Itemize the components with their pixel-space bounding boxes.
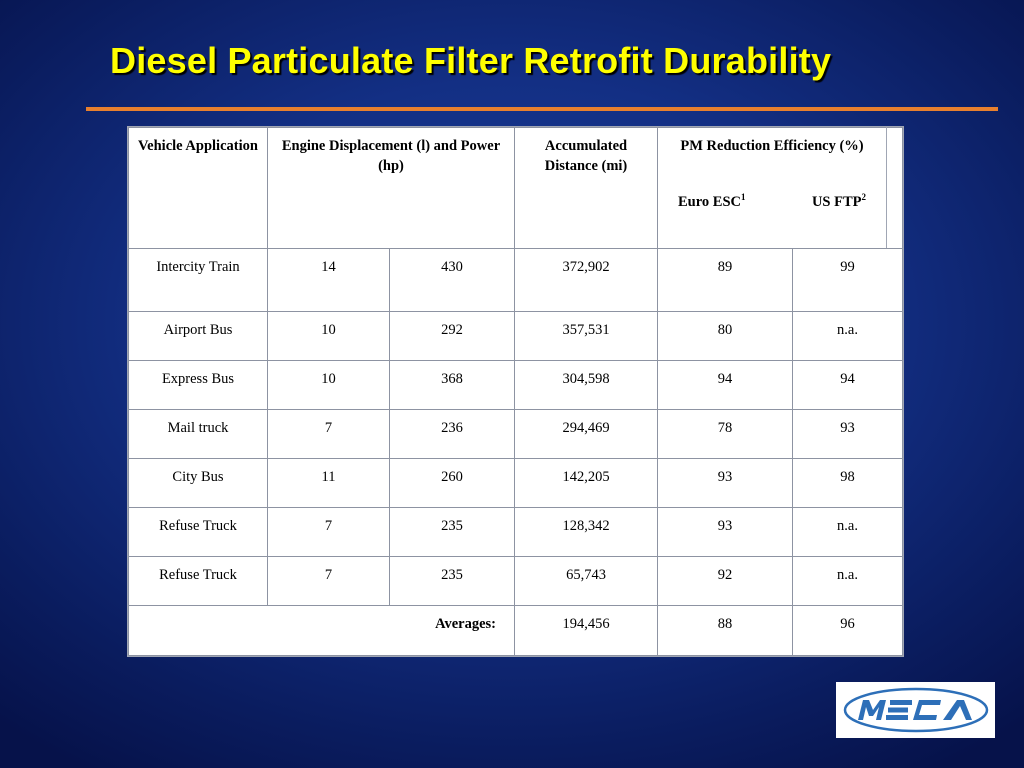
power-cell: 235 [389, 556, 515, 606]
displacement-cell: 11 [267, 458, 390, 508]
distance-cell: 294,469 [514, 409, 658, 459]
table-row: Express Bus 10 368 304,598 94 94 [128, 360, 903, 410]
header-us-ftp: US FTP2 [811, 192, 866, 211]
us-ftp-cell: 94 [792, 360, 903, 410]
meca-logo-mark [843, 687, 988, 733]
table-row: City Bus 11 260 142,205 93 98 [128, 458, 903, 508]
table-row: Refuse Truck 7 235 65,743 92 n.a. [128, 556, 903, 606]
displacement-cell: 10 [267, 360, 390, 410]
header-pm-subcolumns: Euro ESC1 US FTP2 [662, 192, 882, 212]
distance-cell: 142,205 [514, 458, 658, 508]
vehicle-cell: City Bus [128, 458, 268, 508]
euro-esc-cell: 80 [657, 311, 793, 361]
averages-euro-esc: 88 [657, 605, 793, 656]
euro-esc-cell: 78 [657, 409, 793, 459]
vehicle-cell: Airport Bus [128, 311, 268, 361]
header-accumulated-distance: Accumulated Distance (mi) [514, 127, 658, 249]
euro-esc-cell: 93 [657, 458, 793, 508]
header-pm-reduction-title: PM Reduction Efficiency (%) [680, 138, 864, 154]
displacement-cell: 7 [267, 507, 390, 557]
power-cell: 368 [389, 360, 515, 410]
distance-cell: 372,902 [514, 248, 658, 312]
vehicle-cell: Express Bus [128, 360, 268, 410]
euro-esc-cell: 92 [657, 556, 793, 606]
title-underline [86, 107, 998, 111]
distance-cell: 304,598 [514, 360, 658, 410]
vehicle-cell: Refuse Truck [128, 556, 268, 606]
vehicle-cell: Intercity Train [128, 248, 268, 312]
power-cell: 260 [389, 458, 515, 508]
us-ftp-cell: n.a. [792, 556, 903, 606]
table-header-row: Vehicle Application Engine Displacement … [128, 127, 903, 249]
averages-row: Averages: 194,456 88 96 [128, 605, 903, 656]
displacement-cell: 14 [267, 248, 390, 312]
euro-esc-cell: 94 [657, 360, 793, 410]
table-row: Mail truck 7 236 294,469 78 93 [128, 409, 903, 459]
header-euro-esc: Euro ESC1 [678, 192, 746, 211]
euro-esc-cell: 93 [657, 507, 793, 557]
table-row: Intercity Train 14 430 372,902 89 99 [128, 248, 903, 312]
averages-distance: 194,456 [514, 605, 658, 656]
power-cell: 430 [389, 248, 515, 312]
displacement-cell: 10 [267, 311, 390, 361]
distance-cell: 357,531 [514, 311, 658, 361]
us-ftp-cell: n.a. [792, 311, 903, 361]
table-row: Refuse Truck 7 235 128,342 93 n.a. [128, 507, 903, 557]
header-engine-displacement-power: Engine Displacement (l) and Power (hp) [267, 127, 515, 249]
us-ftp-cell: n.a. [792, 507, 903, 557]
us-ftp-cell: 93 [792, 409, 903, 459]
euro-esc-cell: 89 [657, 248, 793, 312]
slide-title: Diesel Particulate Filter Retrofit Durab… [110, 40, 832, 81]
vehicle-cell: Refuse Truck [128, 507, 268, 557]
power-cell: 235 [389, 507, 515, 557]
meca-logo [836, 682, 995, 738]
averages-us-ftp: 96 [792, 605, 903, 656]
us-ftp-cell: 98 [792, 458, 903, 508]
displacement-cell: 7 [267, 556, 390, 606]
header-gap-cell [886, 127, 903, 249]
table-row: Airport Bus 10 292 357,531 80 n.a. [128, 311, 903, 361]
averages-label: Averages: [128, 605, 515, 656]
durability-table: Vehicle Application Engine Displacement … [127, 126, 904, 657]
vehicle-cell: Mail truck [128, 409, 268, 459]
displacement-cell: 7 [267, 409, 390, 459]
power-cell: 292 [389, 311, 515, 361]
power-cell: 236 [389, 409, 515, 459]
distance-cell: 128,342 [514, 507, 658, 557]
header-vehicle-application: Vehicle Application [128, 127, 268, 249]
distance-cell: 65,743 [514, 556, 658, 606]
us-ftp-cell: 99 [792, 248, 903, 312]
header-pm-reduction: PM Reduction Efficiency (%) Euro ESC1 US… [657, 127, 887, 249]
